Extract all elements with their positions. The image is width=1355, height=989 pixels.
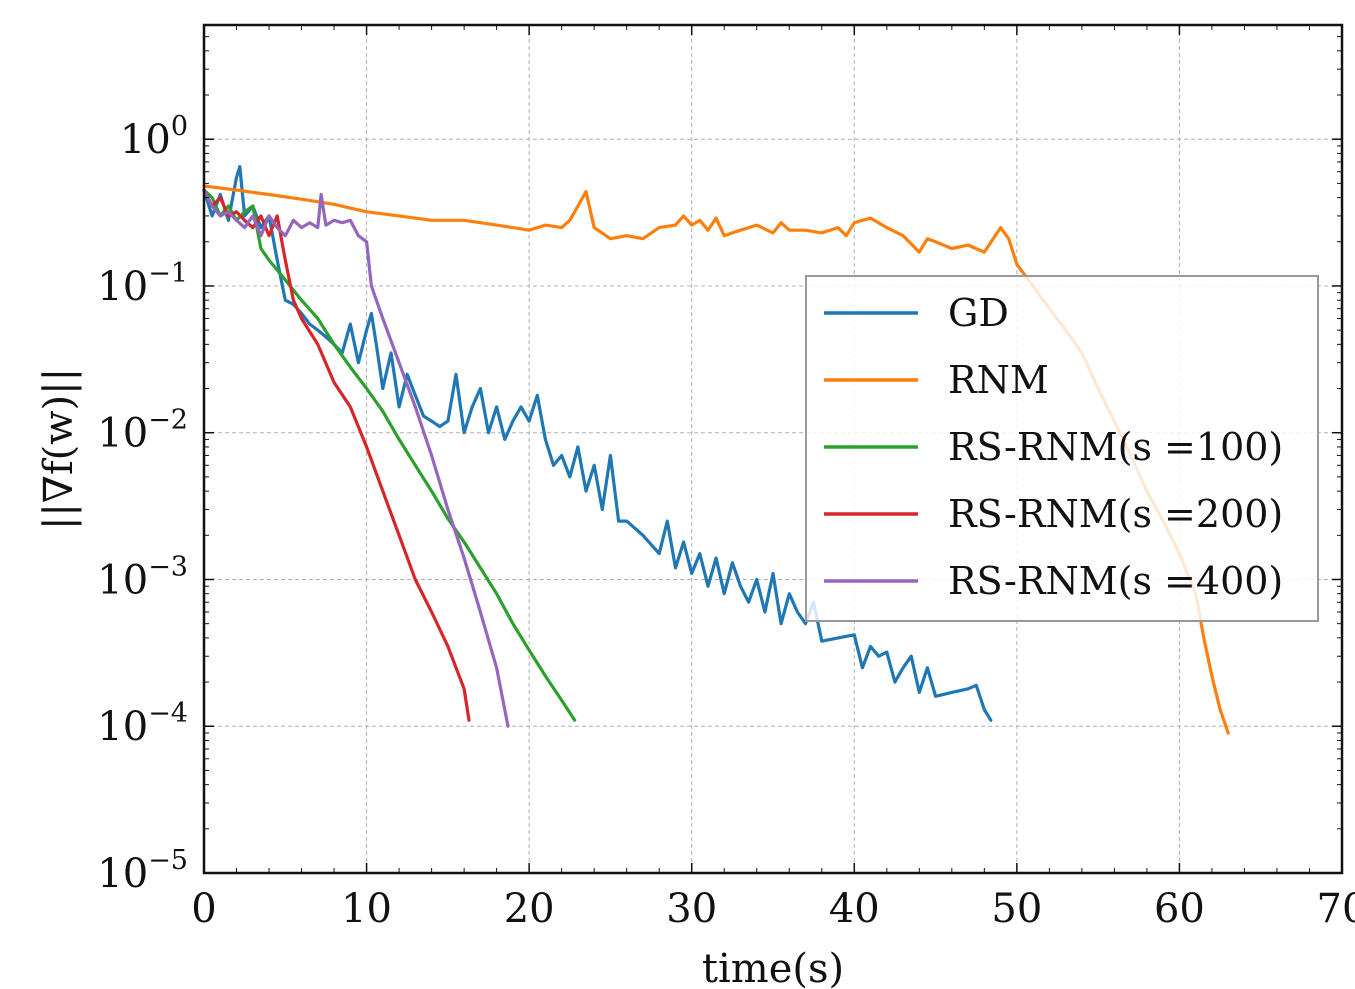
y-tick-label: 10−1 (97, 258, 188, 310)
series-line (202, 188, 471, 722)
legend-label: RS-RNM(s =200) (948, 492, 1283, 536)
y-tick-labels: 10−5 10−4 10−3 10−2 10−1 100 (97, 111, 188, 897)
y-tick-label: 10−3 (97, 551, 188, 603)
series-line (202, 188, 510, 728)
y-tick-label: 100 (120, 111, 188, 163)
legend-label: RS-RNM(s =100) (948, 425, 1283, 469)
legend: GD RNM RS-RNM(s =100) RS-RNM(s =200) RS-RNM(… (805, 275, 1319, 622)
x-tick-label: 60 (1154, 886, 1205, 932)
y-tick-label: 10−2 (97, 405, 188, 457)
x-tick-label: 50 (991, 886, 1042, 932)
legend-label: RNM (948, 358, 1049, 402)
x-tick-label: 30 (666, 886, 717, 932)
plot-frame (202, 23, 1344, 875)
legend-label: GD (948, 291, 1009, 335)
x-tick-label: 40 (829, 886, 880, 932)
series-line (202, 188, 577, 722)
x-tick-label: 70 (1317, 886, 1355, 932)
y-axis-label: ||∇f(w)|| (36, 368, 82, 530)
x-tick-label: 20 (504, 886, 555, 932)
series-lines (202, 165, 1230, 735)
y-tick-label: 10−5 (97, 845, 188, 897)
y-tick-label: 10−4 (97, 698, 188, 750)
x-axis-label: time(s) (702, 946, 844, 989)
x-tick-label: 10 (341, 886, 392, 932)
series-line (202, 165, 993, 722)
x-tick-labels: 0 10 20 30 40 50 60 70 (191, 886, 1355, 932)
x-tick-label: 0 (191, 886, 216, 932)
legend-label: RS-RNM(s =400) (948, 559, 1283, 603)
